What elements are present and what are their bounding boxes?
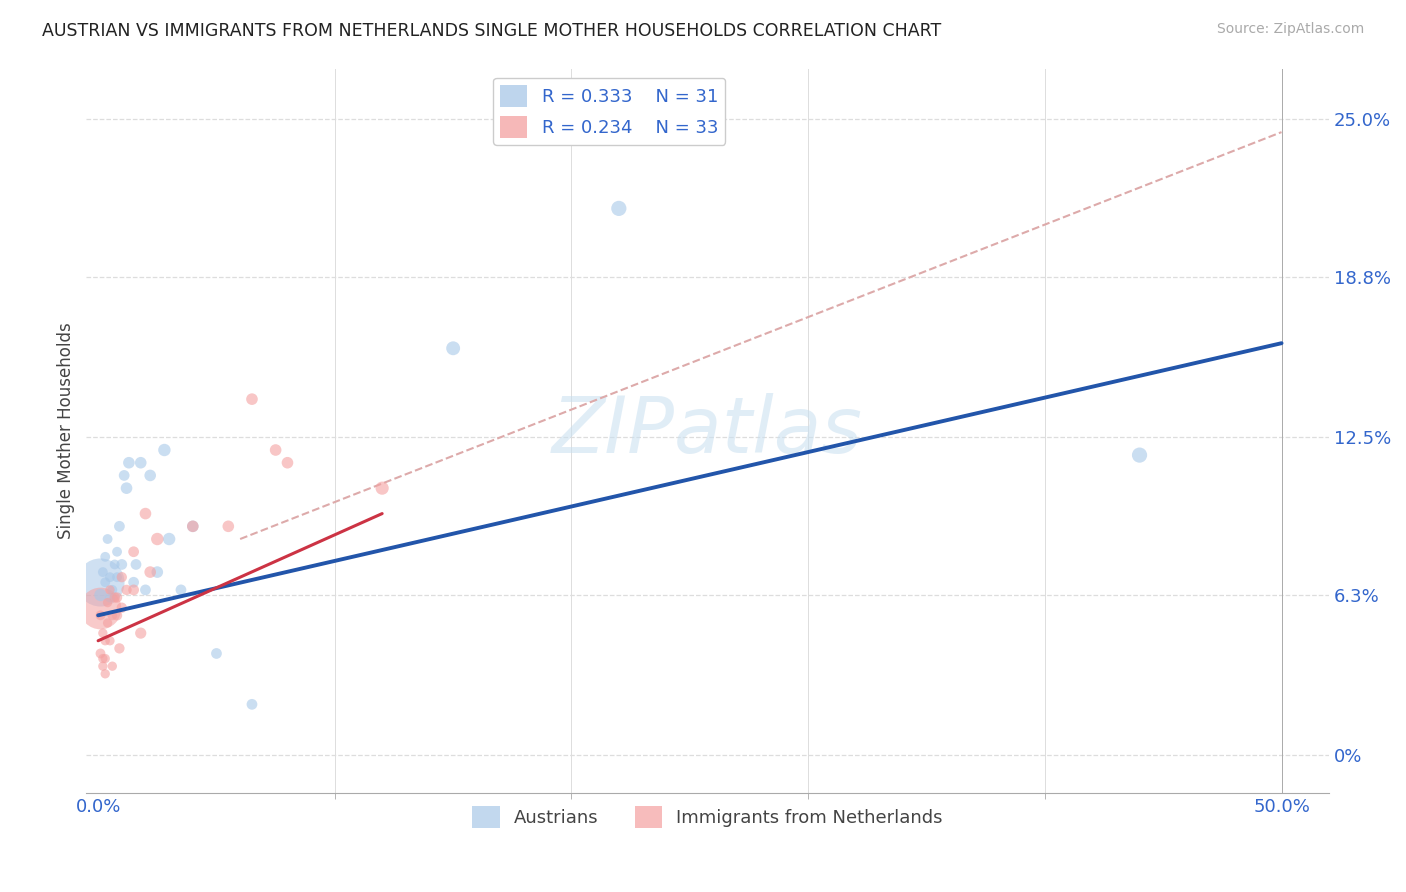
Point xyxy=(101,608,124,623)
Point xyxy=(104,591,127,605)
Point xyxy=(105,591,128,605)
Point xyxy=(129,456,152,470)
Point xyxy=(129,626,152,640)
Point xyxy=(98,633,121,648)
Point xyxy=(108,519,131,533)
Legend: Austrians, Immigrants from Netherlands: Austrians, Immigrants from Netherlands xyxy=(465,798,950,835)
Point xyxy=(153,442,176,457)
Point xyxy=(91,651,114,665)
Point xyxy=(91,626,114,640)
Point xyxy=(115,582,138,597)
Point xyxy=(89,575,111,590)
Text: AUSTRIAN VS IMMIGRANTS FROM NETHERLANDS SINGLE MOTHER HOUSEHOLDS CORRELATION CHA: AUSTRIAN VS IMMIGRANTS FROM NETHERLANDS … xyxy=(42,22,942,40)
Point xyxy=(264,442,287,457)
Point xyxy=(89,600,111,615)
Point xyxy=(146,565,169,579)
Point xyxy=(91,659,114,673)
Point xyxy=(139,565,162,579)
Point xyxy=(105,608,128,623)
Point xyxy=(441,341,464,355)
Point xyxy=(94,575,117,590)
Point xyxy=(111,600,134,615)
Point xyxy=(97,596,120,610)
Point xyxy=(125,558,148,572)
Point xyxy=(104,558,127,572)
Point xyxy=(89,608,111,623)
Point xyxy=(118,456,141,470)
Text: Source: ZipAtlas.com: Source: ZipAtlas.com xyxy=(1216,22,1364,37)
Point xyxy=(276,456,298,470)
Point xyxy=(98,570,121,584)
Point xyxy=(94,651,117,665)
Point xyxy=(97,532,120,546)
Point xyxy=(94,549,117,564)
Point xyxy=(181,519,204,533)
Point xyxy=(101,582,124,597)
Point xyxy=(97,615,120,630)
Point xyxy=(91,565,114,579)
Point xyxy=(89,647,111,661)
Point xyxy=(240,392,263,406)
Point xyxy=(146,532,169,546)
Point xyxy=(157,532,180,546)
Text: ZIPatlas: ZIPatlas xyxy=(553,393,863,469)
Point xyxy=(371,481,394,495)
Point xyxy=(111,570,134,584)
Point xyxy=(89,588,111,602)
Point xyxy=(115,481,138,495)
Point xyxy=(101,659,124,673)
Point xyxy=(122,545,145,559)
Point xyxy=(122,582,145,597)
Point xyxy=(134,582,156,597)
Point xyxy=(205,647,228,661)
Point xyxy=(105,570,128,584)
Point xyxy=(112,468,135,483)
Point xyxy=(181,519,204,533)
Point xyxy=(98,591,121,605)
Point xyxy=(217,519,239,533)
Point xyxy=(105,545,128,559)
Y-axis label: Single Mother Households: Single Mother Households xyxy=(58,323,75,540)
Point xyxy=(98,582,121,597)
Point xyxy=(94,666,117,681)
Point xyxy=(240,698,263,712)
Point xyxy=(134,507,156,521)
Point xyxy=(1128,448,1150,462)
Point xyxy=(94,633,117,648)
Point xyxy=(170,582,193,597)
Point xyxy=(607,202,630,216)
Point xyxy=(139,468,162,483)
Point xyxy=(111,558,134,572)
Point xyxy=(108,641,131,656)
Point xyxy=(122,575,145,590)
